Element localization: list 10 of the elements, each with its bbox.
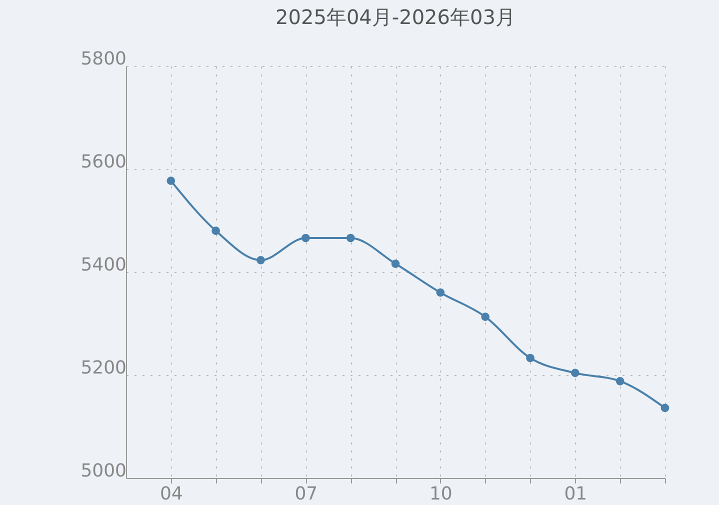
chart-title: 2025年04月-2026年03月 — [276, 5, 516, 29]
x-tick-label: 10 — [429, 484, 452, 504]
y-tick-label: 5200 — [80, 358, 126, 378]
y-tick-label: 5400 — [80, 254, 126, 276]
x-tick-label: 01 — [564, 484, 588, 504]
y-tick-label: 5800 — [80, 48, 126, 70]
x-tick-label: 04 — [160, 484, 183, 504]
y-tick-label: 5600 — [80, 152, 126, 172]
x-tick-label: 07 — [294, 484, 318, 504]
y-tick-label: 5000 — [80, 460, 126, 482]
